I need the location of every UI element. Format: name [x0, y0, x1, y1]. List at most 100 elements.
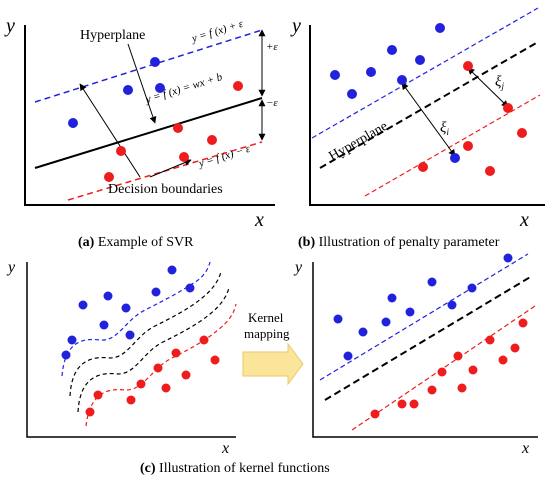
panel-a-hyperplane-label: Hyperplane [80, 28, 145, 43]
panel-c-right-red-point [485, 335, 495, 345]
panel-c-right-lower-boundary [351, 305, 536, 431]
panel-c-right-hyperplane-line [324, 275, 533, 401]
panel-c-left-blue-point [121, 303, 131, 313]
panel-b-blue-point [415, 55, 425, 65]
panel-c-right-blue-point [467, 283, 477, 293]
panel-c-left-blue-point [61, 350, 71, 360]
panel-b-blue-point [366, 67, 376, 77]
panel-c-right-red-point [457, 383, 467, 393]
panel-b-red-point [503, 103, 513, 113]
panel-c-right-axes [312, 262, 538, 438]
panel-b-blue-point [330, 70, 340, 80]
panel-c-input-space: y x [6, 259, 237, 457]
panel-c-right-y-label: y [293, 259, 303, 276]
minus-eps-label: −ε [266, 97, 278, 109]
panel-c-feature-space: y x [293, 253, 538, 457]
panel-a-red-point [207, 135, 217, 145]
panel-a-y-label: y [4, 15, 15, 37]
panel-c-left-red-point [161, 383, 171, 393]
panel-c-left-red-point [136, 379, 146, 389]
panel-a-red-point [116, 146, 126, 156]
panel-a-red-point [173, 123, 183, 133]
panel-c-left-blue-point [99, 320, 109, 330]
xi-j-label: ξj [495, 74, 504, 91]
decision-boundaries-label: Decision boundaries [108, 182, 223, 197]
caption-c: (c) Illustration of kernel functions [140, 461, 330, 476]
panel-c-wavy-blue [61, 261, 211, 377]
panel-c-right-blue-point [405, 307, 415, 317]
panel-c-left-blue-point [78, 300, 88, 310]
kernel-label-line2: mapping [244, 326, 290, 341]
panel-c-left-blue-point [103, 291, 113, 301]
panel-c-right-x-label: x [521, 440, 529, 457]
panel-b-blue-point [387, 45, 397, 55]
panel-b: y x Hyperplane ξi ξj [290, 7, 545, 231]
panel-c-right-blue-point [381, 317, 391, 327]
panel-c-right-red-point [409, 399, 419, 409]
panel-a-x-label: x [254, 209, 264, 231]
panel-c-left-red-point [181, 370, 191, 380]
panel-c-wavy-red [85, 303, 237, 427]
panel-b-blue-point [435, 23, 445, 33]
caption-a: (a) Example of SVR [78, 235, 194, 250]
xi-i-arrow [401, 82, 456, 157]
panel-b-axes [309, 25, 545, 206]
panel-c-right-blue-point [387, 293, 397, 303]
panel-c-left-red-point [153, 363, 163, 373]
panel-c-left-blue-point [185, 283, 195, 293]
panel-c-left-red-point [93, 390, 103, 400]
panel-c-right-red-point [510, 343, 520, 353]
panel-a-hyperplane-line [34, 97, 263, 169]
panel-c-left-blue-point [151, 287, 161, 297]
panel-c-left-axes [26, 262, 236, 438]
panel-c-left-blue-point [125, 330, 135, 340]
panel-c-right-blue-point [358, 327, 368, 337]
panel-a-red-point [104, 172, 114, 182]
panel-c-wavy-black-2 [77, 287, 230, 413]
plus-eps-label: +ε [266, 41, 278, 53]
panel-c-right-blue-point [333, 314, 343, 324]
panel-b-red-point [485, 166, 495, 176]
panel-c-left-red-point [85, 407, 95, 417]
panel-c-left-red-point [199, 335, 209, 345]
boundary-pointer-upper [79, 83, 141, 178]
panel-c-right-red-point [468, 365, 478, 375]
panel-b-lower-boundary [364, 94, 541, 197]
panel-b-red-point [463, 61, 473, 71]
panel-b-red-point [418, 162, 428, 172]
kernel-arrow-shape [242, 342, 304, 386]
caption-b: (b) Illustration of penalty parameter [298, 235, 500, 250]
panel-b-red-point [517, 128, 527, 138]
panel-a: y x +ε −ε y = f (x) + ε y = f (x) = wx +… [4, 15, 278, 231]
panel-a-blue-point [68, 118, 78, 128]
panel-c-left-red-point [171, 348, 181, 358]
panel-a-red-point [179, 152, 189, 162]
panel-b-hyperplane-label: Hyperplane [327, 119, 391, 165]
boundary-pointer-lower [149, 159, 192, 178]
panel-b-blue-point [397, 75, 407, 85]
panel-c-right-red-point [518, 318, 528, 328]
panel-a-upper-boundary [34, 29, 263, 103]
panel-c-right-blue-point [343, 351, 353, 361]
panel-c-right-red-point [437, 367, 447, 377]
panel-b-red-point [463, 141, 473, 151]
panel-c-left-blue-point [167, 265, 177, 275]
panel-c-left-red-point [126, 395, 136, 405]
upper-equation: y = f (x) + ε [189, 18, 245, 45]
xi-j-arrow [467, 67, 509, 108]
xi-i-label: ξi [440, 120, 449, 137]
lower-equation: y = f (x) − ε [196, 143, 252, 170]
panel-c-right-blue-point [447, 300, 457, 310]
panel-b-blue-point [450, 153, 460, 163]
kernel-label-line1: Kernel [248, 310, 284, 325]
panel-c-right-upper-boundary [319, 253, 529, 381]
panel-c-right-red-point [427, 385, 437, 395]
panel-a-blue-point [123, 85, 133, 95]
panel-c-left-red-point [210, 355, 220, 365]
panel-c-left-x-label: x [221, 440, 229, 457]
panel-b-upper-boundary [311, 7, 539, 139]
panel-a-axes [24, 25, 275, 206]
kernel-mapping-arrow: Kernel mapping [242, 310, 304, 386]
panel-b-x-label: x [519, 209, 529, 231]
panel-a-red-point [233, 81, 243, 91]
